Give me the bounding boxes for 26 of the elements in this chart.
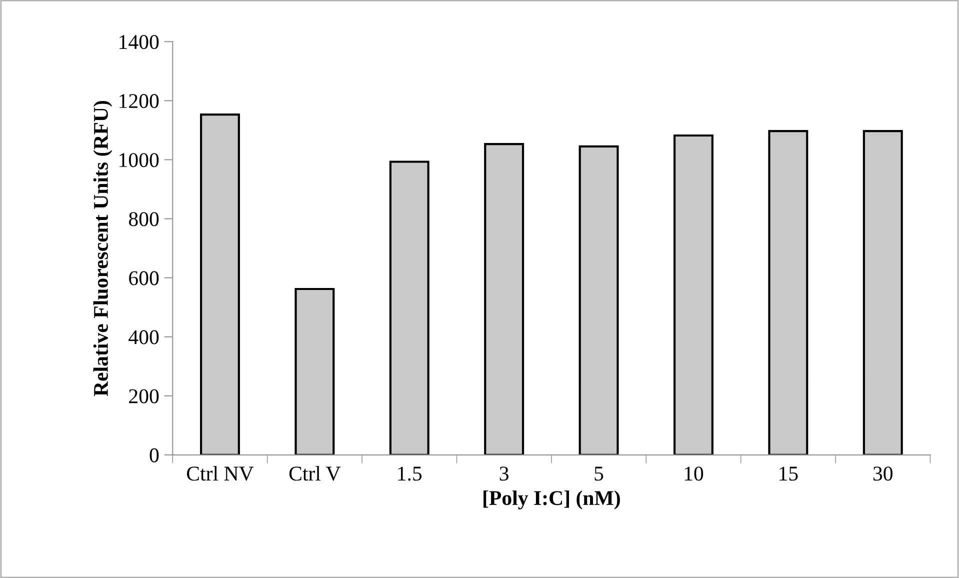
y-axis-title: Relative Fluorescent Units (RFU) — [93, 100, 112, 396]
x-axis-title: [Poly I:C] (nM) — [484, 490, 620, 510]
x-tick-label: Ctrl V — [289, 466, 341, 481]
bar — [862, 130, 903, 455]
bar — [484, 143, 524, 455]
x-tick-label: 15 — [780, 466, 798, 481]
bar — [294, 288, 335, 455]
x-tick-label: Ctrl NV — [186, 466, 254, 481]
y-tick-label: 400 — [128, 330, 159, 344]
x-tick-label: 1.5 — [398, 466, 422, 481]
x-tick-label: 10 — [684, 466, 704, 481]
bar — [578, 145, 619, 455]
x-tick-label: 30 — [873, 466, 892, 481]
x-tick-label: 5 — [594, 466, 604, 481]
y-tick-label: 0 — [150, 448, 159, 462]
bar — [389, 160, 430, 455]
bar — [673, 134, 714, 455]
x-tick-label: 3 — [500, 466, 508, 481]
y-tick-label: 600 — [129, 271, 159, 286]
bar — [768, 130, 808, 455]
y-tick-label: 1400 — [120, 34, 159, 50]
y-tick-label: 200 — [129, 389, 159, 404]
y-tick-label: 800 — [128, 212, 159, 226]
y-tick-label: 1200 — [120, 94, 159, 108]
y-tick-label: 1000 — [120, 153, 159, 168]
bar — [200, 113, 240, 455]
